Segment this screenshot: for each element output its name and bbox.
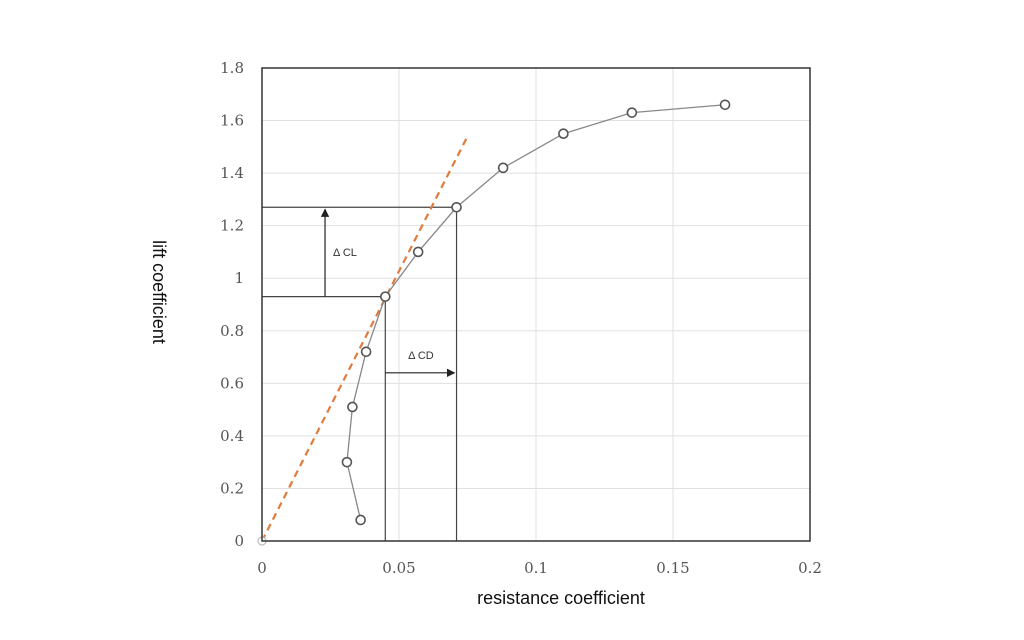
data-point (626, 107, 638, 118)
tangent-line (261, 135, 469, 542)
x-tick-label: 0.1 (524, 559, 548, 577)
data-point (341, 456, 353, 468)
data-point (412, 246, 424, 258)
y-tick-label: 0.6 (220, 374, 244, 392)
delta-cl-label: Δ CL (333, 247, 357, 259)
y-tick-label: 1.8 (220, 59, 244, 77)
x-tick-label: 0.05 (382, 559, 415, 577)
tangent-line-group (261, 135, 469, 542)
data-point (719, 99, 731, 111)
y-tick-label: 1.6 (220, 112, 244, 130)
x-tick-label: 0.15 (656, 559, 689, 577)
data-series (257, 99, 731, 546)
plot-frame (261, 67, 811, 542)
annotations: Δ CL Δ CD (262, 206, 458, 541)
data-point (558, 128, 569, 139)
x-tick-label: 0.2 (798, 559, 822, 577)
x-tick-label: 0 (257, 559, 267, 577)
x-axis-title: resistance coefficient (477, 588, 645, 608)
y-tick-label: 0.2 (220, 479, 244, 497)
data-point (451, 201, 462, 213)
grid (262, 68, 810, 541)
y-tick-label: 0 (234, 532, 244, 550)
delta-cd-label: Δ CD (408, 350, 434, 362)
y-tick-label: 1.4 (220, 164, 244, 182)
y-axis-title: lift coefficient (149, 240, 169, 344)
y-tick-label: 1 (234, 269, 244, 287)
tick-labels: 0 0.05 0.1 0.15 0.2 0 0.2 0.4 0.6 0.8 1 1.2 1.4 1.6 1.… (220, 59, 822, 577)
y-tick-label: 0.8 (220, 322, 244, 340)
y-tick-label: 0.4 (220, 427, 244, 445)
data-point (360, 346, 372, 358)
data-point (347, 401, 358, 413)
data-point (355, 514, 366, 526)
data-point (497, 162, 509, 174)
y-tick-label: 1.2 (220, 217, 244, 235)
data-point (379, 291, 391, 302)
